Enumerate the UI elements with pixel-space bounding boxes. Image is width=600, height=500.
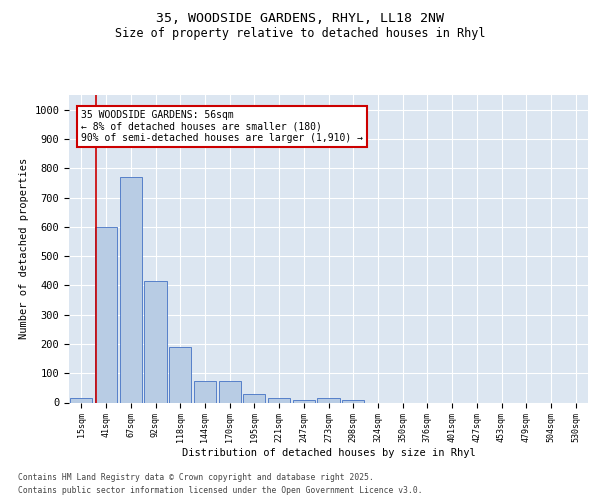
- Bar: [95, 227, 117, 402]
- Bar: [317, 398, 340, 402]
- Text: Size of property relative to detached houses in Rhyl: Size of property relative to detached ho…: [115, 28, 485, 40]
- Bar: [293, 400, 315, 402]
- Bar: [218, 380, 241, 402]
- Bar: [119, 177, 142, 402]
- Bar: [169, 347, 191, 403]
- X-axis label: Distribution of detached houses by size in Rhyl: Distribution of detached houses by size …: [182, 448, 475, 458]
- Text: 35, WOODSIDE GARDENS, RHYL, LL18 2NW: 35, WOODSIDE GARDENS, RHYL, LL18 2NW: [156, 12, 444, 26]
- Text: Contains public sector information licensed under the Open Government Licence v3: Contains public sector information licen…: [18, 486, 422, 495]
- Text: 35 WOODSIDE GARDENS: 56sqm
← 8% of detached houses are smaller (180)
90% of semi: 35 WOODSIDE GARDENS: 56sqm ← 8% of detac…: [82, 110, 364, 143]
- Bar: [243, 394, 265, 402]
- Text: Contains HM Land Registry data © Crown copyright and database right 2025.: Contains HM Land Registry data © Crown c…: [18, 474, 374, 482]
- Bar: [70, 398, 92, 402]
- Bar: [194, 380, 216, 402]
- Bar: [342, 400, 364, 402]
- Bar: [145, 281, 167, 402]
- Bar: [268, 398, 290, 402]
- Y-axis label: Number of detached properties: Number of detached properties: [19, 158, 29, 340]
